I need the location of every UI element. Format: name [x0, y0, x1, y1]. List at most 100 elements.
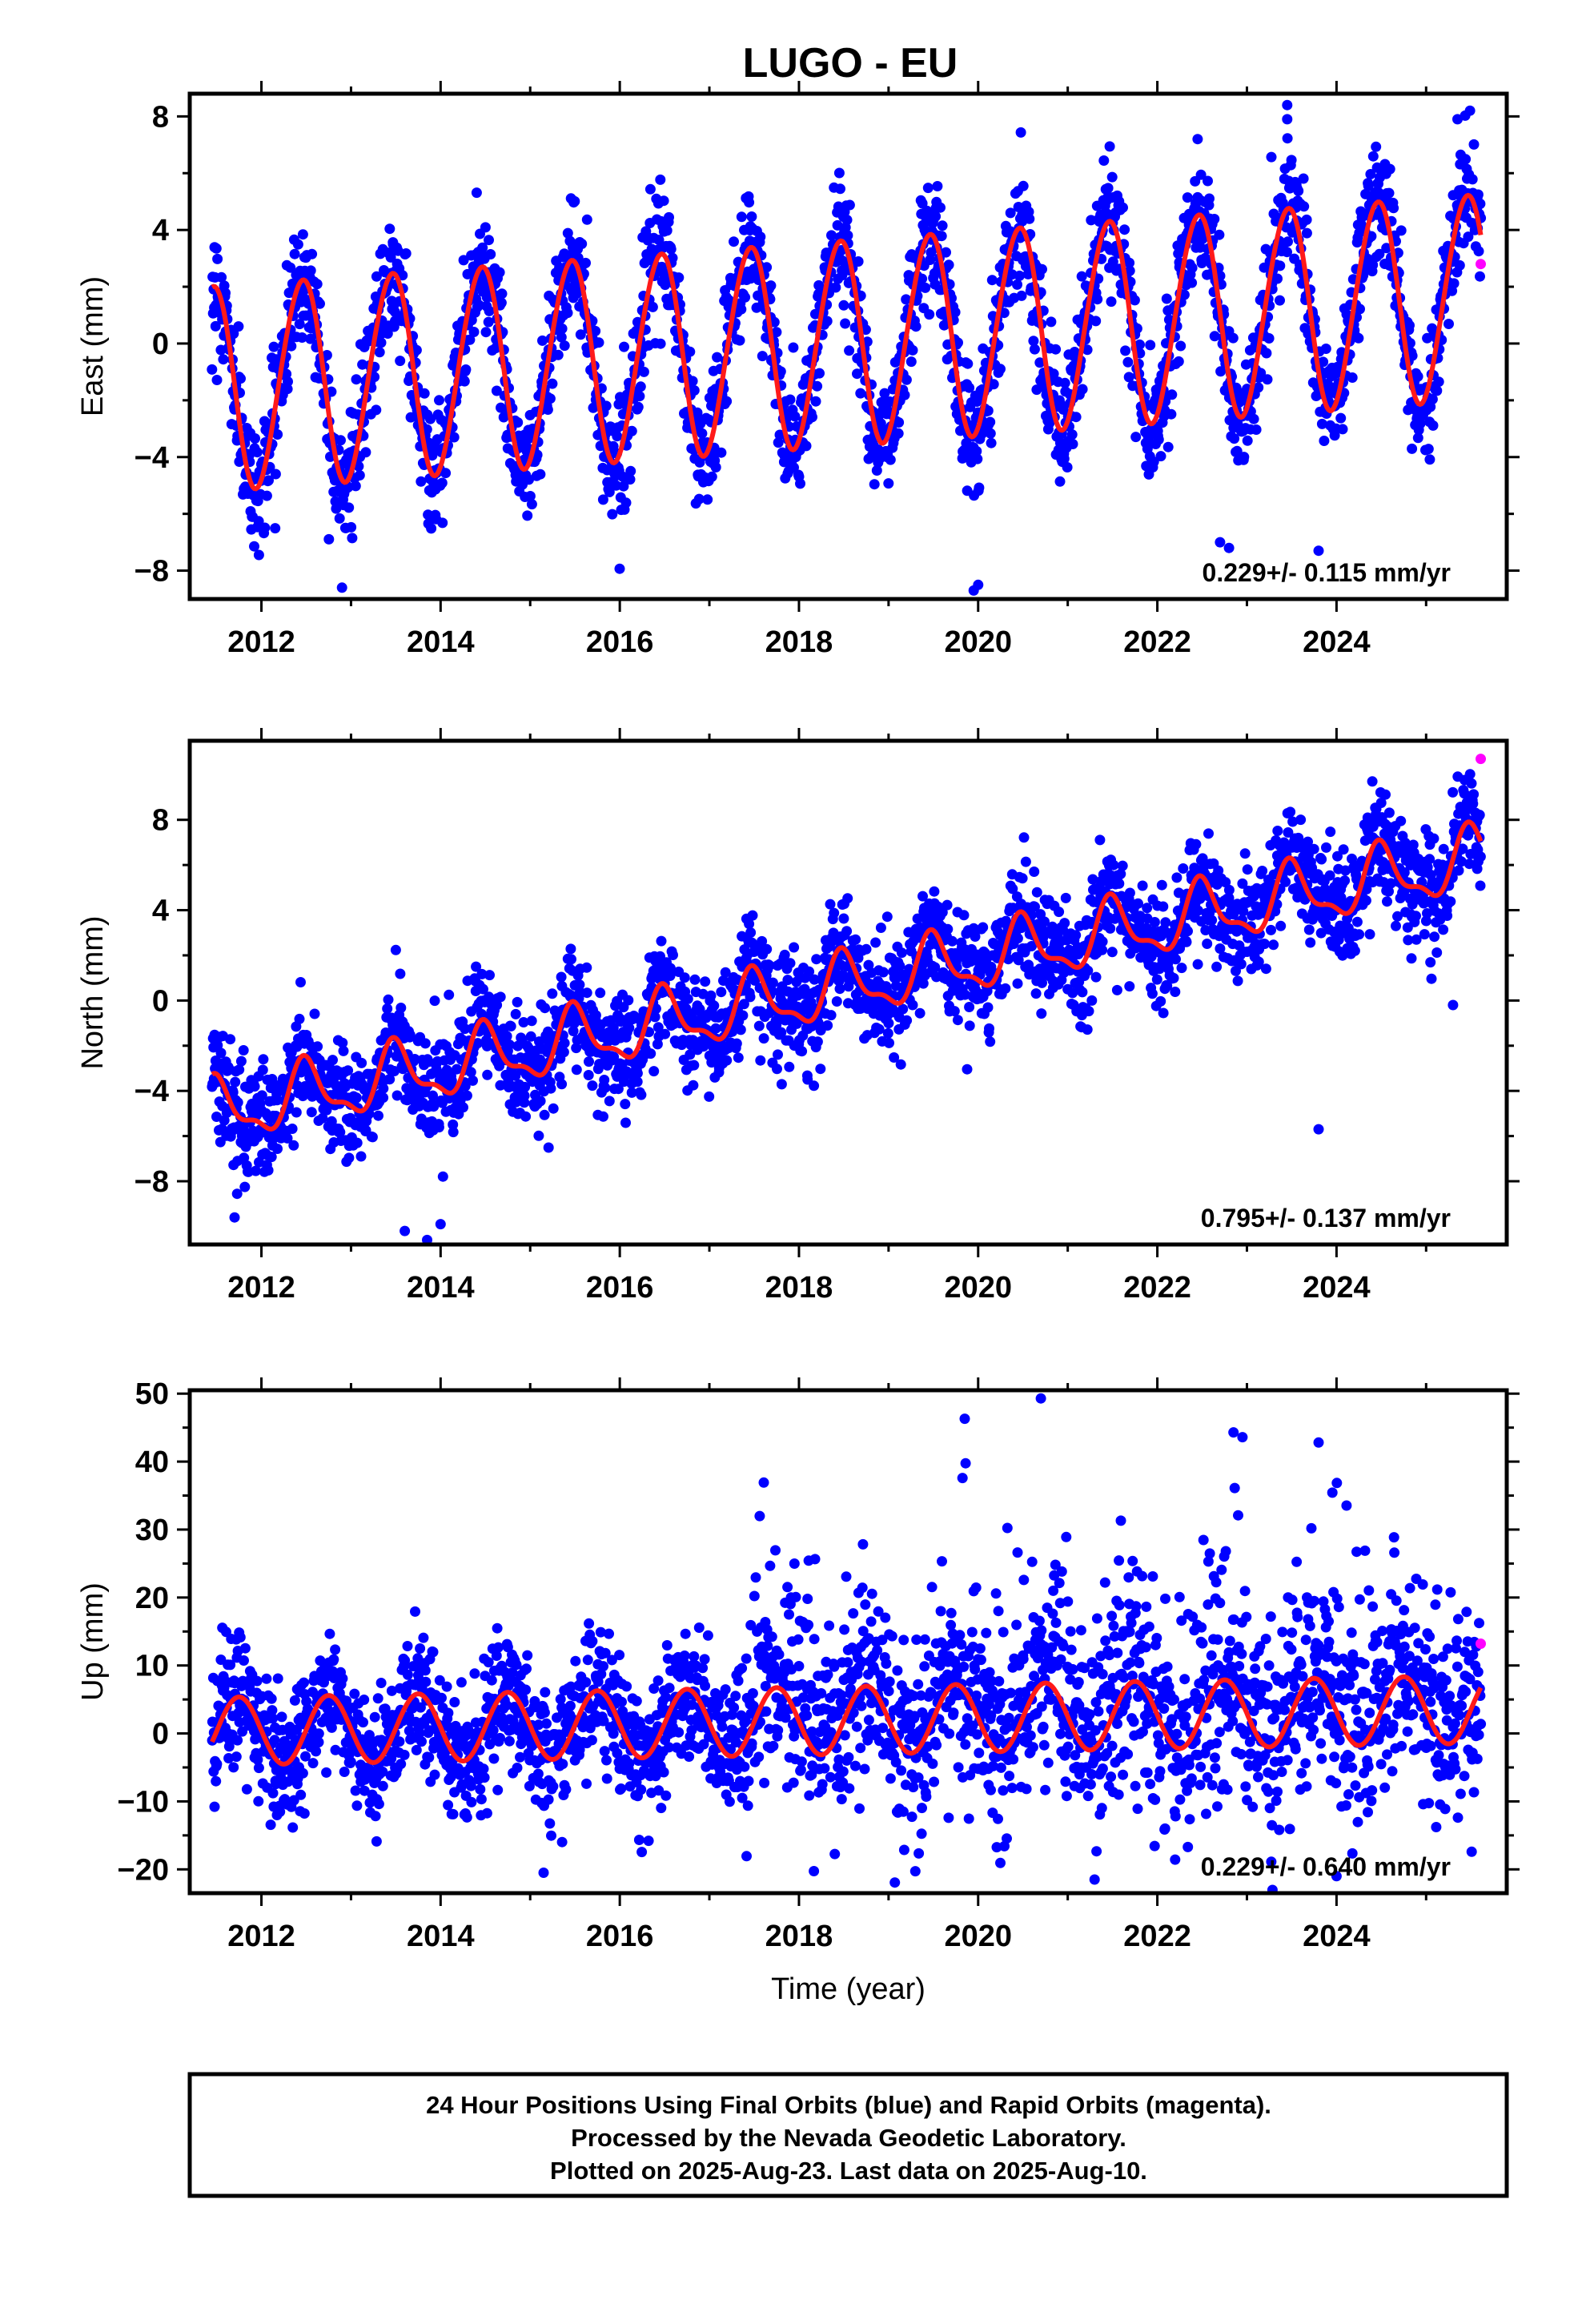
final-point — [842, 230, 853, 241]
final-point — [815, 1063, 826, 1075]
final-point — [693, 493, 705, 505]
final-point — [1162, 441, 1174, 452]
final-point — [688, 1080, 699, 1091]
final-point-outlier — [1223, 542, 1235, 553]
final-point — [218, 354, 229, 365]
final-point — [1353, 332, 1364, 344]
final-point — [1285, 806, 1296, 818]
final-point — [1086, 995, 1098, 1006]
final-point — [658, 195, 669, 207]
final-point — [350, 480, 361, 492]
final-point — [575, 329, 586, 340]
final-point — [566, 954, 576, 965]
final-point — [1012, 933, 1023, 944]
final-point — [673, 272, 685, 283]
final-point — [895, 1059, 906, 1070]
final-point — [614, 563, 625, 574]
final-point — [294, 1013, 305, 1024]
final-point — [472, 1038, 484, 1049]
final-point — [562, 308, 573, 319]
final-point — [814, 368, 825, 379]
final-point — [1308, 843, 1319, 854]
final-point — [1178, 289, 1190, 300]
final-point — [1016, 290, 1027, 301]
final-point — [270, 523, 281, 534]
final-point — [311, 279, 323, 290]
final-point — [1365, 169, 1376, 179]
final-point — [1028, 336, 1039, 347]
final-point — [1253, 382, 1264, 393]
final-point — [755, 231, 766, 243]
east-rate-label: 0.229+/- 0.115 mm/yr — [1203, 558, 1451, 587]
final-point — [660, 1028, 671, 1039]
final-point — [347, 533, 358, 544]
final-point — [559, 1038, 570, 1048]
final-point — [736, 211, 747, 223]
final-point — [825, 1010, 837, 1021]
final-point — [382, 1003, 393, 1014]
final-point-outlier — [973, 579, 984, 590]
final-point — [334, 513, 345, 524]
final-point — [391, 1090, 403, 1101]
final-point — [520, 1081, 531, 1092]
final-point — [461, 1090, 472, 1101]
final-point — [1090, 971, 1102, 983]
final-point — [581, 962, 592, 973]
final-point — [1111, 984, 1122, 995]
final-point — [1262, 374, 1273, 385]
final-point — [1105, 923, 1116, 934]
final-point — [875, 923, 886, 933]
final-point — [378, 1092, 389, 1104]
final-point — [1054, 907, 1065, 918]
final-point — [1266, 151, 1277, 163]
final-point — [972, 453, 983, 464]
final-point — [428, 1101, 440, 1112]
final-point — [411, 344, 422, 356]
final-point — [705, 990, 717, 1001]
final-point — [870, 937, 881, 948]
final-point — [599, 1075, 610, 1085]
final-point — [519, 1090, 530, 1101]
final-point — [581, 987, 592, 999]
final-point — [964, 1002, 975, 1012]
east-rapid-point — [1476, 259, 1486, 270]
final-point — [1050, 344, 1062, 355]
final-point — [210, 320, 221, 332]
final-point — [235, 1055, 247, 1067]
final-point — [775, 366, 786, 377]
final-point — [950, 307, 961, 318]
final-point — [682, 993, 693, 1004]
final-point — [949, 1006, 960, 1017]
final-point — [354, 470, 365, 480]
final-point — [444, 989, 455, 1000]
final-point — [702, 494, 713, 505]
final-point — [382, 328, 393, 339]
final-point — [512, 417, 524, 428]
final-point-outlier — [1192, 134, 1203, 145]
final-point — [879, 388, 890, 399]
final-point — [484, 305, 495, 316]
final-point — [776, 1079, 787, 1090]
final-point — [1239, 848, 1251, 859]
final-point — [547, 988, 558, 999]
final-point — [710, 462, 721, 472]
final-point — [1303, 924, 1315, 935]
final-point — [512, 996, 523, 1007]
final-point — [1070, 930, 1082, 941]
final-point — [841, 926, 853, 937]
final-point — [1239, 452, 1250, 463]
final-point — [326, 386, 337, 397]
final-point — [1192, 959, 1203, 970]
final-point — [1412, 371, 1423, 382]
final-point — [942, 923, 954, 935]
final-point — [371, 271, 382, 282]
final-point — [632, 1068, 643, 1079]
final-point — [1407, 443, 1418, 454]
y-tick-label: 4 — [152, 214, 169, 247]
final-point — [215, 1047, 227, 1059]
final-point — [829, 907, 840, 919]
final-point — [645, 1048, 656, 1059]
east-panel: 2012 2014 2016 2018 2020 2022 2024−8−4048East … — [76, 81, 1520, 659]
final-point — [433, 1122, 444, 1133]
final-point — [576, 239, 588, 249]
